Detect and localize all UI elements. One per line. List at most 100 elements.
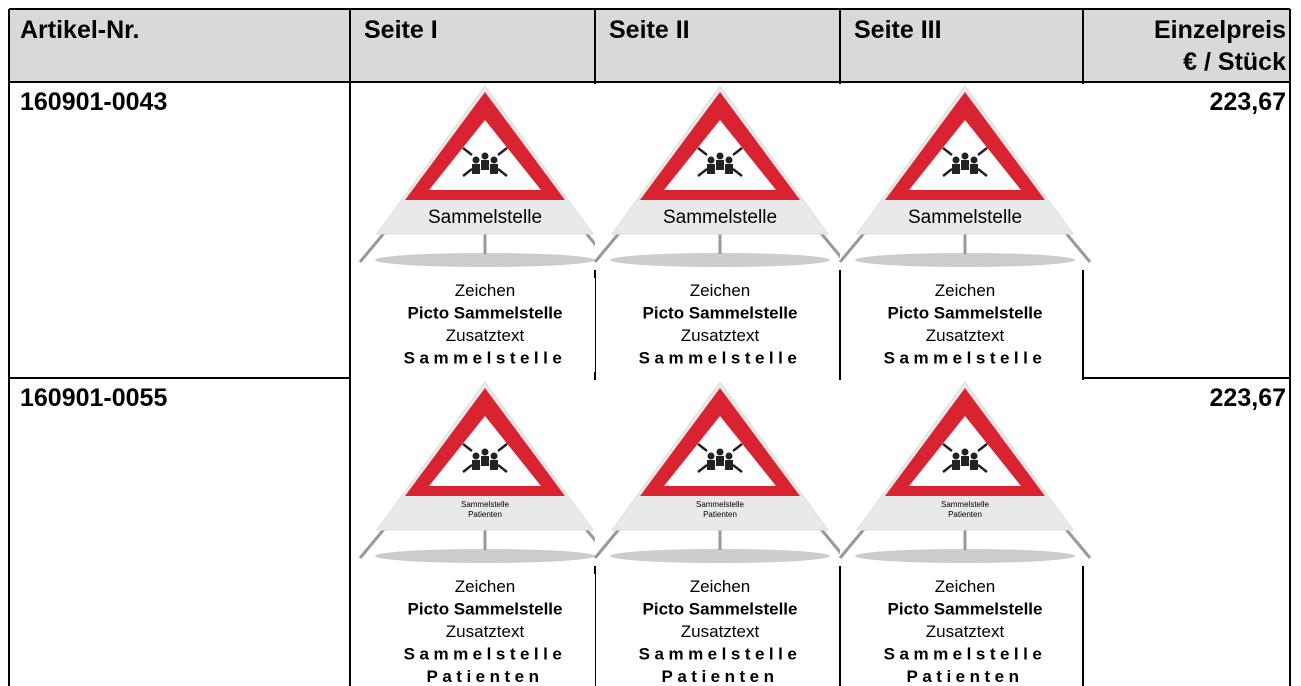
pictogram-body [716, 456, 724, 466]
pictogram-arrow [977, 443, 988, 452]
caption-line: Zeichen [690, 577, 750, 596]
pictogram-head [725, 156, 733, 164]
pictogram-arrow [697, 168, 708, 177]
sign-leg [838, 527, 867, 559]
sign-shadow [375, 253, 595, 267]
caption-line: Zeichen [455, 281, 515, 300]
caption-line: Patienten [426, 667, 543, 686]
pictogram-body [970, 164, 978, 174]
pictogram-head [481, 448, 489, 456]
sign-shadow [855, 549, 1075, 563]
pictogram-arrow [497, 443, 508, 452]
pictogram-body [961, 456, 969, 466]
pictogram-arrow [697, 147, 708, 156]
pictogram-body [490, 164, 498, 174]
caption-line: Zeichen [935, 281, 995, 300]
caption-line: Picto Sammelstelle [643, 600, 798, 619]
caption-line: Sammelstelle [884, 645, 1047, 664]
pictogram-body [716, 160, 724, 170]
caption-line: Sammelstelle [884, 349, 1047, 368]
pictogram-body [961, 160, 969, 170]
caption-line: Picto Sammelstelle [888, 600, 1043, 619]
caption-line: Zusatztext [681, 622, 760, 641]
pictogram-head [707, 452, 715, 460]
pictogram-body [952, 164, 960, 174]
pictogram-arrow [942, 443, 953, 452]
pictogram-arrow [462, 443, 473, 452]
article-number: 160901-0055 [20, 384, 167, 412]
caption-line: Zeichen [935, 577, 995, 596]
header-cell: Seite I [364, 16, 438, 44]
pictogram-head [970, 156, 978, 164]
sign-shadow [855, 253, 1075, 267]
pictogram-body [472, 164, 480, 174]
caption-line: Picto Sammelstelle [643, 304, 798, 323]
caption-background [375, 278, 595, 372]
caption-line: Zeichen [690, 281, 750, 300]
pictogram-body [707, 460, 715, 470]
caption-line: Zusatztext [926, 622, 1005, 641]
pictogram-head [952, 156, 960, 164]
sign-text: Sammelstelle [941, 500, 990, 509]
sign-leg [593, 231, 622, 263]
caption-line: Sammelstelle [404, 645, 567, 664]
pictogram-head [725, 452, 733, 460]
pictogram-arrow [462, 168, 473, 177]
pictogram-head [716, 152, 724, 160]
article-number: 160901-0043 [20, 88, 167, 116]
pictogram-arrow [697, 464, 708, 473]
pictogram-head [961, 448, 969, 456]
pictogram-head [490, 452, 498, 460]
caption-line: Zusatztext [681, 326, 760, 345]
pictogram-head [961, 152, 969, 160]
caption-line: Sammelstelle [404, 349, 567, 368]
price: 223,67 [1210, 384, 1286, 412]
caption-line: Sammelstelle [639, 645, 802, 664]
caption-line: Picto Sammelstelle [408, 600, 563, 619]
pictogram-head [481, 152, 489, 160]
header-cell: € / Stück [1183, 48, 1286, 76]
pictogram-arrow [977, 168, 988, 177]
caption-line: Picto Sammelstelle [408, 304, 563, 323]
sign: Sammelstelle [593, 85, 847, 267]
pictogram-head [490, 156, 498, 164]
caption-background [610, 574, 830, 686]
sign-shadow [610, 549, 830, 563]
sign-text: Sammelstelle [428, 207, 542, 228]
sign-leg [593, 527, 622, 559]
price: 223,67 [1210, 88, 1286, 116]
caption-line: Zusatztext [446, 622, 525, 641]
sign-leg [1063, 231, 1092, 263]
sign-text: Sammelstelle [908, 207, 1022, 228]
pictogram-body [725, 164, 733, 174]
sign: Sammelstelle [838, 85, 1092, 267]
sign-text: Sammelstelle [663, 207, 777, 228]
pictogram-body [481, 456, 489, 466]
sign-text: Sammelstelle [696, 500, 745, 509]
header-cell: Artikel-Nr. [20, 16, 139, 44]
pictogram-head [707, 156, 715, 164]
pictogram-arrow [462, 464, 473, 473]
pictogram-body [481, 160, 489, 170]
sign-leg [358, 231, 387, 263]
pictogram-body [490, 460, 498, 470]
caption-line: Zusatztext [446, 326, 525, 345]
pictogram-body [952, 460, 960, 470]
pictogram-arrow [497, 168, 508, 177]
caption-line: Zeichen [455, 577, 515, 596]
pictogram-body [707, 164, 715, 174]
pictogram-head [472, 156, 480, 164]
caption-line: Zusatztext [926, 326, 1005, 345]
pictogram-arrow [732, 443, 743, 452]
header-cell: Seite II [609, 16, 690, 44]
pictogram-arrow [497, 464, 508, 473]
pictogram-body [472, 460, 480, 470]
pictogram-arrow [497, 147, 508, 156]
pictogram-head [952, 452, 960, 460]
caption-line: Picto Sammelstelle [888, 304, 1043, 323]
pictogram-arrow [942, 168, 953, 177]
pictogram-arrow [942, 147, 953, 156]
